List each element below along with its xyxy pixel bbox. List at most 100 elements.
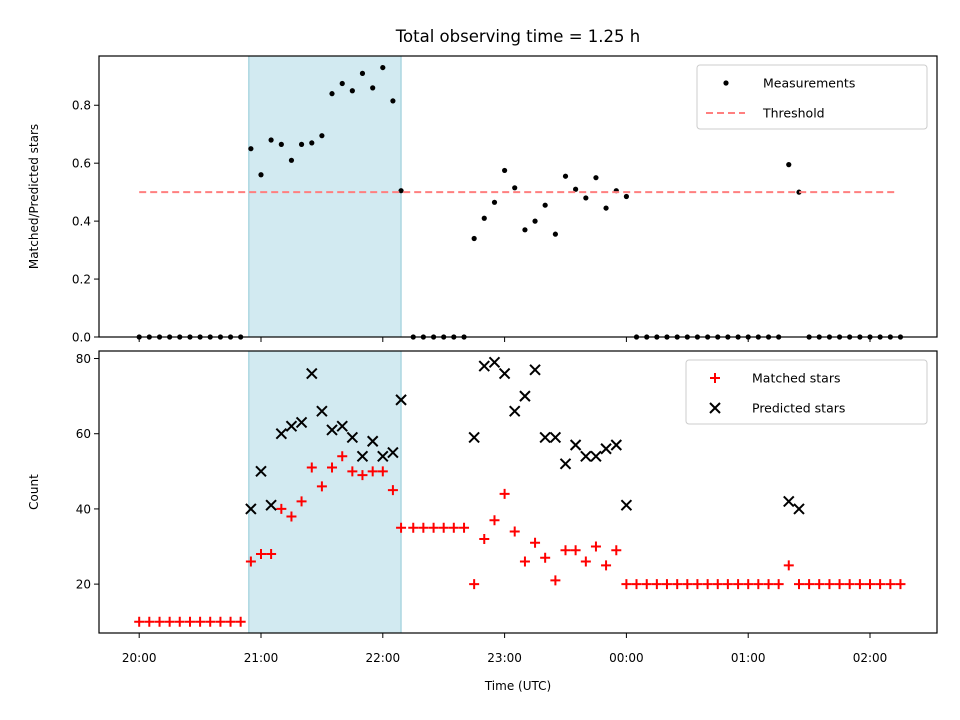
measurement-point xyxy=(512,185,518,191)
matched-stars-point xyxy=(702,579,713,590)
matched-stars-point xyxy=(601,560,612,571)
predicted-stars-point xyxy=(275,428,288,440)
matched-stars-point xyxy=(854,579,865,590)
matched-stars-point xyxy=(184,616,195,627)
matched-stars-point xyxy=(225,616,236,627)
matched-stars-point xyxy=(337,451,348,462)
y-tick-label: 0.0 xyxy=(72,331,91,345)
measurement-point xyxy=(542,202,548,208)
legend-label: Predicted stars xyxy=(752,401,845,416)
x-tick-label: 20:00 xyxy=(122,651,157,665)
observing-window-band xyxy=(248,350,402,634)
matched-stars-point xyxy=(621,579,632,590)
matched-stars-point xyxy=(519,556,530,567)
matched-stars-point xyxy=(266,549,277,560)
y-tick-label: 80 xyxy=(76,352,91,366)
matched-stars-point xyxy=(641,579,652,590)
y-tick-label: 0.8 xyxy=(72,99,91,113)
measurement-point xyxy=(288,157,295,163)
matched-stars-point xyxy=(631,579,642,590)
matched-stars-point xyxy=(865,579,876,590)
predicted-stars-point xyxy=(326,424,338,436)
predicted-stars-point xyxy=(519,390,531,402)
legend-marker xyxy=(723,80,729,86)
matched-stars-point xyxy=(672,579,683,590)
predicted-stars-point xyxy=(387,446,399,459)
bottom-panel: 20 40 60 80 20:00 21:00 22:00 23:00 00:00 01:00 02… xyxy=(27,350,938,665)
measurement-point xyxy=(309,140,315,146)
matched-stars-point xyxy=(367,466,378,477)
predicted-stars-point xyxy=(793,503,805,515)
matched-stars-point xyxy=(195,616,206,627)
x-tick-label: 01:00 xyxy=(731,651,766,665)
matched-stars-point xyxy=(692,579,703,590)
legend-label: Measurements xyxy=(763,76,855,91)
measurement-point xyxy=(359,70,366,76)
plot-frame xyxy=(98,55,938,338)
matched-stars-point xyxy=(875,579,886,590)
predicted-stars-point xyxy=(488,356,501,368)
matched-stars-point xyxy=(773,579,784,590)
measurement-point xyxy=(258,172,264,178)
measurement-point xyxy=(593,175,599,181)
legend-label: Matched stars xyxy=(752,371,840,386)
matched-stars-point xyxy=(428,522,439,533)
measurement-point xyxy=(339,80,345,87)
matched-stars-point xyxy=(396,522,407,533)
legend: Measurements Threshold xyxy=(696,64,928,130)
predicted-stars-point xyxy=(569,439,582,451)
predicted-stars-point xyxy=(478,360,490,372)
measurement-point xyxy=(522,227,528,233)
matched-stars-point xyxy=(438,522,449,533)
predicted-stars-point xyxy=(559,458,572,470)
chart-title: Total observing time = 1.25 h xyxy=(395,27,640,46)
matched-stars-point xyxy=(661,579,672,590)
measurement-point xyxy=(583,195,589,201)
matched-stars-point xyxy=(824,579,835,590)
matched-stars-point xyxy=(590,541,601,552)
top-panel: 0.0 0.2 0.4 0.6 0.8 Matched/Predicted stars Me… xyxy=(27,55,938,345)
matched-stars-point xyxy=(651,579,662,590)
measurement-point xyxy=(349,88,355,94)
matched-stars-point xyxy=(387,485,398,496)
matched-stars-point xyxy=(499,488,510,499)
matched-stars-point xyxy=(205,616,216,627)
x-tick-label: 23:00 xyxy=(487,651,522,665)
matched-stars-point xyxy=(327,462,338,473)
matched-stars-point xyxy=(763,579,774,590)
matched-stars-point xyxy=(154,616,165,627)
predicted-stars-point xyxy=(245,503,257,515)
matched-stars-point xyxy=(306,462,317,473)
y-tick-label: 60 xyxy=(76,427,91,441)
matched-stars-point xyxy=(245,556,256,567)
measurement-point xyxy=(268,137,274,143)
x-axis-label: Time (UTC) xyxy=(484,679,551,693)
predicted-stars-point xyxy=(255,465,267,478)
y-tick-label: 0.6 xyxy=(72,157,91,171)
measurement-point xyxy=(491,199,498,205)
legend-marker xyxy=(710,373,720,383)
x-tick-label: 21:00 xyxy=(244,651,279,665)
matched-stars-point xyxy=(408,522,419,533)
legend: Matched stars Predicted stars xyxy=(685,359,928,425)
matched-stars-point xyxy=(793,579,804,590)
predicted-stars-point xyxy=(316,405,328,417)
matched-stars-point xyxy=(357,470,368,481)
predicted-stars-point xyxy=(356,450,369,462)
measurement-point xyxy=(562,173,569,179)
predicted-stars-point xyxy=(377,450,389,462)
matched-stars-point xyxy=(134,616,145,627)
matched-stars-point xyxy=(276,503,287,514)
measurement-point xyxy=(603,205,609,211)
matched-stars-point xyxy=(530,537,541,548)
measurement-point xyxy=(329,91,335,97)
matched-stars-point xyxy=(235,616,246,627)
legend-box xyxy=(696,64,928,130)
y-tick-label: 40 xyxy=(76,502,91,516)
matched-stars-point xyxy=(448,522,459,533)
x-tick-label: 02:00 xyxy=(853,651,888,665)
matched-stars-point xyxy=(682,579,693,590)
predicted-stars-point xyxy=(610,439,623,451)
matched-stars-point xyxy=(743,579,754,590)
matched-stars-point xyxy=(834,579,845,590)
